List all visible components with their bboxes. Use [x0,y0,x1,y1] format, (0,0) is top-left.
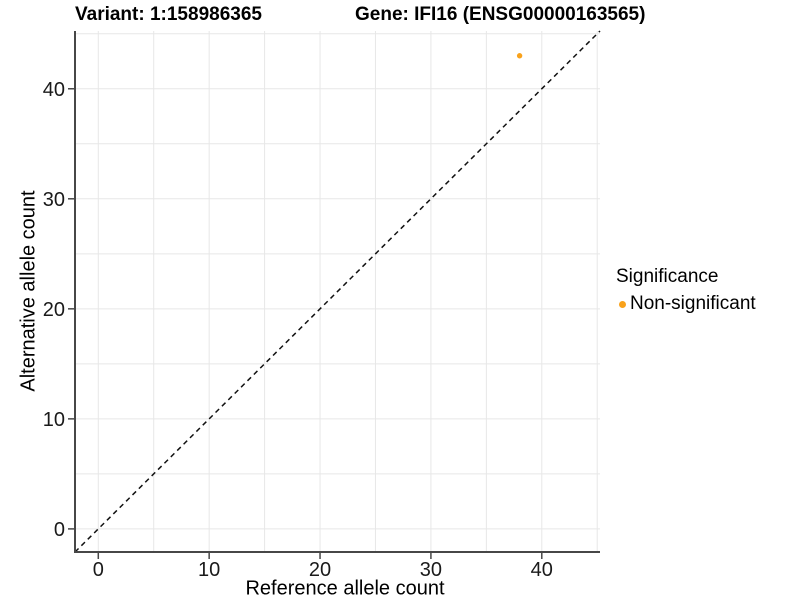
legend-item-non-significant: Non-significant [616,293,756,315]
legend-point-icon [619,300,626,308]
y-tick-label: 30 [43,189,65,211]
variant-title: Variant: 1:158986365 [75,4,262,25]
y-tick-label: 40 [43,79,65,101]
legend: Significance Non-significant [616,266,756,315]
y-axis-title: Alternative allele count [17,190,40,392]
legend-title: Significance [616,266,719,287]
y-tick-label: 10 [43,409,65,431]
y-tick-label: 20 [43,299,65,321]
x-tick-label: 0 [93,559,104,581]
y-tick-label: 0 [54,519,65,541]
legend-item-label: Non-significant [630,293,756,314]
x-tick-label: 40 [531,559,553,581]
x-tick-label: 30 [420,559,442,581]
gene-title: Gene: IFI16 (ENSG00000163565) [355,4,646,25]
identity-line [74,30,601,553]
x-tick-label: 20 [309,559,331,581]
x-tick-label: 10 [198,559,220,581]
data-point [516,53,523,59]
x-axis-title: Reference allele count [245,577,445,600]
